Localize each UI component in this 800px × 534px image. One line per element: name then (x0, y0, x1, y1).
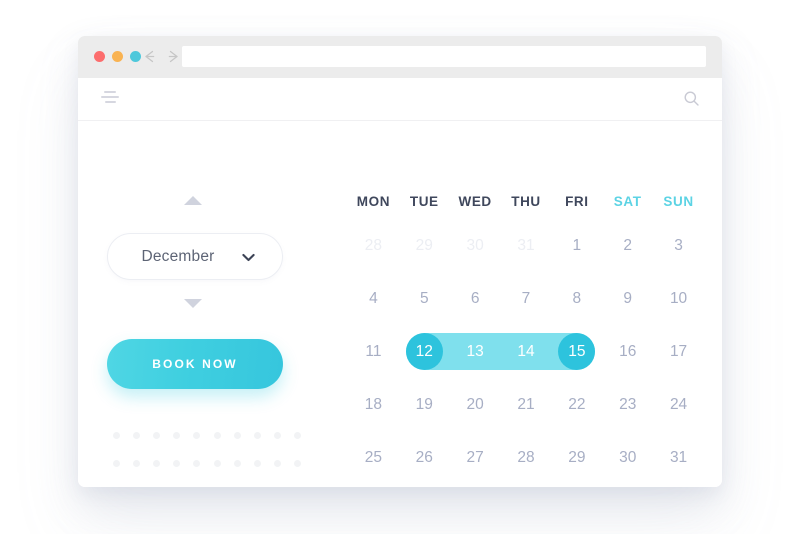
grid-dot (274, 431, 282, 439)
weekday-header-wed: WED (458, 193, 492, 209)
calendar-day[interactable]: 13 (466, 342, 484, 360)
grid-dot (132, 459, 140, 467)
hamburger-line (104, 91, 116, 93)
calendar-day[interactable]: 16 (619, 342, 637, 360)
grid-dot (193, 431, 201, 439)
calendar-day[interactable]: 1 (572, 236, 582, 254)
book-now-button[interactable]: BOOK NOW (107, 339, 283, 389)
calendar-day[interactable]: 28 (517, 448, 535, 466)
window-controls (94, 51, 141, 62)
booking-panel: December BOOK NOW MON TUE WED THU FRI SAT SUN 2… (78, 121, 722, 487)
calendar-day[interactable]: 18 (364, 395, 383, 413)
search-icon[interactable] (683, 90, 700, 107)
grid-dot (233, 459, 241, 467)
browser-nav-controls (140, 47, 183, 66)
calendar-day[interactable]: 10 (669, 289, 688, 307)
grid-dot (213, 431, 221, 439)
calendar-day[interactable]: 21 (517, 395, 535, 413)
calendar: MON TUE WED THU FRI SAT SUN 28 29 30 31 1 2 3 4 5 6 7 8 9 10… (330, 121, 722, 487)
grid-dot (253, 431, 261, 439)
calendar-grid: MON TUE WED THU FRI SAT SUN 28 29 30 31 1 2 3 4 5 6 7 8 9 10… (348, 183, 704, 484)
grid-dot (112, 459, 120, 467)
calendar-day: 31 (517, 236, 535, 254)
calendar-day[interactable]: 12 (399, 325, 450, 378)
calendar-day[interactable]: 19 (415, 395, 433, 413)
grid-dot (274, 459, 282, 467)
browser-window: December BOOK NOW MON TUE WED THU FRI SAT SUN 2… (78, 36, 722, 487)
grid-dot (152, 459, 160, 467)
arrow-left-icon[interactable] (140, 47, 159, 66)
calendar-day: 30 (466, 236, 484, 254)
calendar-day[interactable]: 26 (415, 448, 433, 466)
grid-dot (233, 431, 241, 439)
app-toolbar (78, 78, 722, 121)
maximize-window-button[interactable] (130, 51, 141, 62)
calendar-day[interactable]: 20 (466, 395, 484, 413)
minimize-window-button[interactable] (112, 51, 123, 62)
sidebar-controls: December BOOK NOW (78, 121, 330, 487)
url-bar[interactable] (182, 46, 706, 67)
calendar-day[interactable]: 31 (669, 448, 688, 466)
weekday-header-fri: FRI (565, 193, 589, 209)
browser-titlebar (78, 36, 722, 78)
calendar-day: 29 (415, 236, 433, 254)
calendar-day[interactable]: 27 (466, 448, 484, 466)
hamburger-line (101, 96, 119, 98)
decorative-dot-grid (106, 421, 308, 487)
chevron-down-icon (241, 251, 256, 264)
calendar-day[interactable]: 22 (568, 395, 586, 413)
calendar-day[interactable]: 5 (419, 289, 429, 307)
calendar-day[interactable]: 29 (568, 448, 586, 466)
calendar-day[interactable]: 4 (369, 289, 378, 307)
calendar-day[interactable]: 6 (470, 289, 480, 307)
month-select-label: December (141, 247, 215, 265)
weekday-header-thu: THU (511, 193, 541, 209)
calendar-day[interactable]: 17 (669, 342, 688, 360)
grid-dot (294, 431, 302, 439)
calendar-day[interactable]: 15 (551, 325, 602, 378)
arrow-right-icon[interactable] (164, 47, 183, 66)
month-select[interactable]: December (107, 233, 283, 280)
triangle-up-icon[interactable] (184, 196, 202, 205)
grid-dot (253, 459, 261, 467)
calendar-day: 28 (364, 236, 383, 254)
grid-dot (132, 431, 140, 439)
grid-dot (173, 431, 181, 439)
calendar-day[interactable]: 2 (623, 236, 633, 254)
calendar-day[interactable]: 7 (521, 289, 531, 307)
calendar-day[interactable]: 11 (365, 342, 382, 360)
calendar-day[interactable]: 24 (669, 395, 688, 413)
calendar-day[interactable]: 23 (619, 395, 637, 413)
calendar-day[interactable]: 25 (364, 448, 383, 466)
weekday-header-mon: MON (356, 193, 391, 209)
weekday-header-tue: TUE (409, 193, 439, 209)
grid-dot (294, 459, 302, 467)
calendar-day[interactable]: 14 (517, 342, 535, 360)
weekday-header-sat: SAT (613, 193, 642, 209)
triangle-down-icon[interactable] (184, 299, 202, 308)
calendar-day[interactable]: 30 (619, 448, 637, 466)
hamburger-menu-icon[interactable] (101, 91, 119, 105)
selection-endpoint (558, 333, 596, 370)
weekday-header-sun: SUN (663, 193, 694, 209)
hamburger-line (105, 101, 116, 103)
grid-dot (173, 459, 181, 467)
selection-endpoint (405, 333, 443, 370)
grid-dot (152, 431, 160, 439)
grid-dot (112, 431, 120, 439)
close-window-button[interactable] (94, 51, 105, 62)
grid-dot (213, 459, 221, 467)
calendar-day[interactable]: 8 (572, 289, 582, 307)
calendar-day[interactable]: 3 (674, 236, 683, 254)
calendar-day[interactable]: 9 (623, 289, 633, 307)
grid-dot (193, 459, 201, 467)
